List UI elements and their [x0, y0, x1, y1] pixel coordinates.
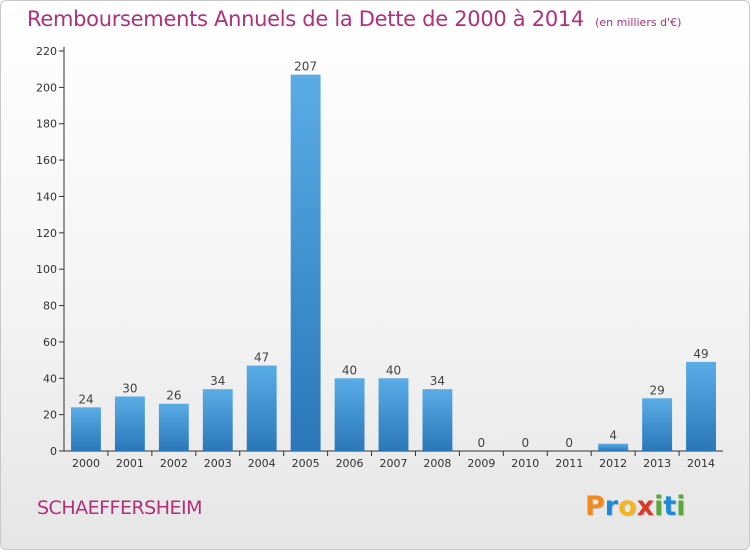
- data-label-2008: 34: [430, 374, 445, 388]
- x-tick-label: 2011: [555, 457, 583, 470]
- x-tick-label: 2008: [423, 457, 451, 470]
- bar-2006: [334, 378, 365, 451]
- x-tick-label: 2003: [204, 457, 232, 470]
- logo-letter: t: [663, 491, 677, 522]
- data-label-2004: 47: [254, 351, 269, 365]
- chart-subtitle: (en milliers d'€): [595, 16, 682, 29]
- logo-letter: i: [654, 491, 664, 522]
- y-tick-label: 180: [36, 118, 57, 131]
- x-tick-label: 2009: [467, 457, 495, 470]
- data-labels: 24 30 26 34 47 207 40 40 34 0 0 0 4 29 49: [78, 60, 708, 450]
- y-tick-label: 120: [36, 227, 57, 240]
- data-label-2002: 26: [166, 389, 181, 403]
- y-tick-label: 40: [43, 372, 57, 385]
- x-axis: 2000 2001 2002 2003 2004 2005 2006 2007 2008 2009…: [64, 450, 723, 470]
- data-label-2009: 0: [478, 436, 486, 450]
- x-tick-label: 2010: [511, 457, 539, 470]
- bar-2013: [642, 398, 673, 451]
- y-tick-label: 160: [36, 154, 57, 167]
- brand-logo: Proxiti: [585, 491, 686, 522]
- y-tick-label: 20: [43, 409, 57, 422]
- bar-2001: [114, 396, 145, 451]
- data-label-2014: 49: [693, 347, 708, 361]
- x-tick-label: 2004: [248, 457, 276, 470]
- chart-title: Remboursements Annuels de la Dette de 20…: [27, 7, 584, 31]
- bar-2004: [246, 365, 277, 451]
- data-label-2000: 24: [78, 392, 93, 406]
- x-tick-label: 2014: [687, 457, 715, 470]
- y-tick-label: 220: [36, 45, 57, 58]
- data-label-2011: 0: [565, 436, 573, 450]
- bar-2005: [290, 74, 321, 452]
- y-tick-label: 0: [50, 445, 57, 458]
- data-label-2013: 29: [649, 383, 664, 397]
- bar-2003: [202, 389, 233, 451]
- title-line: Remboursements Annuels de la Dette de 20…: [27, 7, 681, 31]
- bar-2008: [422, 389, 453, 451]
- commune-name: SCHAEFFERSHEIM: [37, 497, 203, 519]
- logo-letter: x: [636, 491, 655, 522]
- data-label-2010: 0: [521, 436, 529, 450]
- bar-2002: [158, 403, 189, 451]
- data-label-2001: 30: [122, 381, 137, 395]
- bar-2012: [598, 443, 629, 451]
- x-tick-label: 2012: [599, 457, 627, 470]
- y-axis: 0 20 40 60 80 100 120 140 160 180 200 220: [36, 45, 65, 458]
- data-label-2012: 4: [609, 429, 617, 443]
- x-tick-label: 2013: [643, 457, 671, 470]
- x-tick-label: 2002: [160, 457, 188, 470]
- y-tick-label: 100: [36, 263, 57, 276]
- bar-2000: [71, 407, 101, 451]
- x-tick-label: 2005: [292, 457, 320, 470]
- x-tick-label: 2006: [336, 457, 364, 470]
- x-tick-label: 2001: [116, 457, 144, 470]
- x-tick-label: 2007: [380, 457, 408, 470]
- data-label-2003: 34: [210, 374, 225, 388]
- logo-letter: r: [604, 491, 619, 522]
- y-tick-label: 200: [36, 81, 57, 94]
- bar-2007: [378, 378, 409, 451]
- logo-letter: o: [618, 491, 637, 522]
- data-label-2006: 40: [342, 363, 357, 377]
- y-tick-label: 140: [36, 190, 57, 203]
- logo-letter: P: [585, 491, 605, 522]
- bars: [71, 74, 716, 452]
- data-label-2007: 40: [386, 363, 401, 377]
- y-tick-label: 80: [43, 300, 57, 313]
- logo-letter: i: [676, 491, 686, 522]
- data-label-2005: 207: [294, 60, 317, 74]
- x-tick-label: 2000: [72, 457, 100, 470]
- y-tick-label: 60: [43, 336, 57, 349]
- bar-2014: [686, 361, 716, 451]
